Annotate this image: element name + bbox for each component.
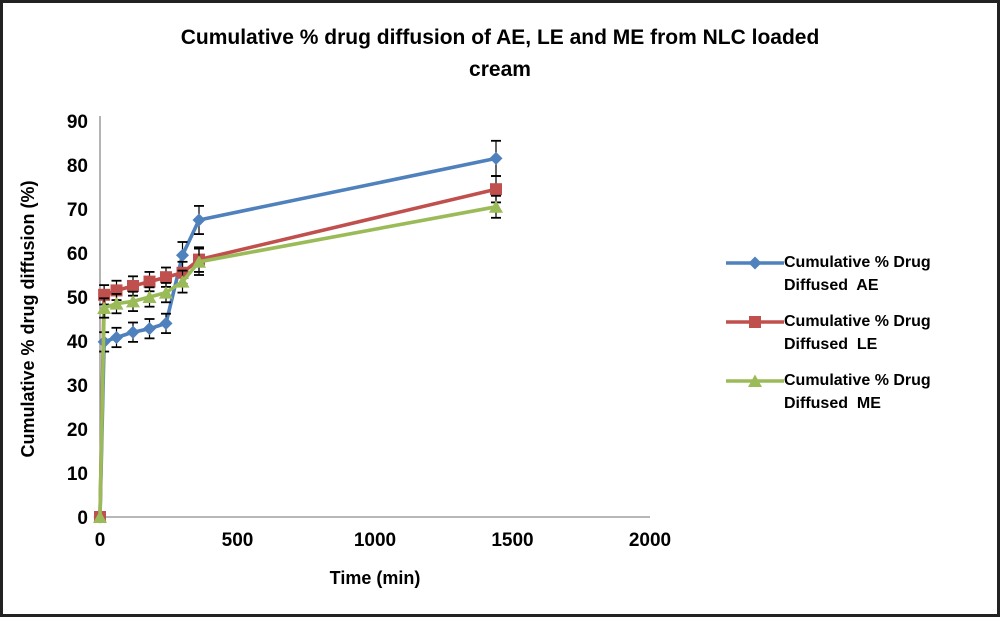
legend-label-le-line2: Diffused LE <box>784 336 878 353</box>
series-triangle <box>93 194 503 523</box>
chart-title-line2: cream <box>469 58 531 81</box>
legend-label-ae: Cumulative % Drug Diffused AE <box>784 251 931 297</box>
data-point-marker <box>110 330 123 344</box>
series-line <box>98 187 498 519</box>
legend-item-ae: Cumulative % Drug Diffused AE <box>726 251 931 297</box>
x-tick-label: 0 <box>95 530 106 551</box>
legend-marker-me-icon <box>726 374 784 387</box>
data-point-marker <box>489 200 503 213</box>
data-point-marker <box>159 316 173 330</box>
legend-label-le: Cumulative % Drug Diffused LE <box>784 310 931 356</box>
data-point-marker <box>93 510 107 523</box>
series-diamond <box>93 139 503 524</box>
legend-item-me: Cumulative % Drug Diffused ME <box>726 369 931 415</box>
y-axis-title: Cumulative % drug diffusion (%) <box>18 180 38 457</box>
y-tick-label: 50 <box>67 288 88 309</box>
data-point-marker <box>126 325 140 339</box>
data-point-marker <box>159 286 173 299</box>
x-tick-label: 2000 <box>629 530 671 551</box>
data-point-marker <box>490 183 502 196</box>
legend-label-le-line1: Cumulative % Drug <box>784 313 931 330</box>
series-square <box>94 175 502 523</box>
data-point-marker <box>143 275 156 288</box>
y-tick-label: 30 <box>67 376 88 397</box>
series-line <box>98 205 498 519</box>
data-point-marker <box>143 322 156 336</box>
data-point-marker <box>175 275 190 288</box>
data-point-marker <box>489 151 503 165</box>
data-point-marker <box>192 255 206 268</box>
x-axis-title: Time (min) <box>330 568 421 588</box>
legend-label-me: Cumulative % Drug Diffused ME <box>784 369 931 415</box>
x-tick-label: 500 <box>222 530 254 551</box>
y-tick-label: 60 <box>67 244 88 265</box>
x-tick-label: 1500 <box>491 530 533 551</box>
legend-marker-ae-icon <box>726 256 784 270</box>
y-tick-label: 90 <box>67 112 88 133</box>
data-point-marker <box>142 290 157 303</box>
chart-canvas: 0 10 20 30 40 50 60 70 80 90 0 500 1000 1500 2000 Time … <box>18 112 671 588</box>
chart-legend: Cumulative % Drug Diffused AE Cumulative… <box>726 251 931 415</box>
chart-title-line1: Cumulative % drug diffusion of AE, LE an… <box>180 26 820 49</box>
data-point-marker <box>126 294 140 308</box>
data-point-marker <box>160 271 172 284</box>
legend-swatch-marker <box>748 374 762 387</box>
y-tick-label: 40 <box>67 332 88 353</box>
legend-swatch-marker <box>748 256 762 270</box>
data-point-marker <box>176 248 189 262</box>
x-tick-label: 1000 <box>354 530 396 551</box>
data-point-marker <box>127 280 139 292</box>
legend-swatch-marker <box>749 316 761 328</box>
legend-label-ae-line1: Cumulative % Drug <box>784 254 931 271</box>
series-line <box>98 156 498 519</box>
legend-label-ae-line2: Diffused AE <box>784 277 879 294</box>
y-tick-label: 80 <box>67 156 88 177</box>
y-tick-label: 0 <box>77 508 88 529</box>
legend-label-me-line2: Diffused ME <box>784 395 881 412</box>
y-tick-label: 20 <box>67 420 88 441</box>
legend-marker-le-icon <box>726 316 784 328</box>
data-point-marker <box>109 297 124 310</box>
data-point-marker <box>192 213 206 227</box>
y-tick-label: 10 <box>67 464 88 485</box>
data-point-marker <box>97 301 112 314</box>
chart-title: Cumulative % drug diffusion of AE, LE an… <box>3 22 997 86</box>
y-tick-label: 70 <box>67 200 88 221</box>
legend-item-le: Cumulative % Drug Diffused LE <box>726 310 931 356</box>
legend-label-me-line1: Cumulative % Drug <box>784 372 931 389</box>
